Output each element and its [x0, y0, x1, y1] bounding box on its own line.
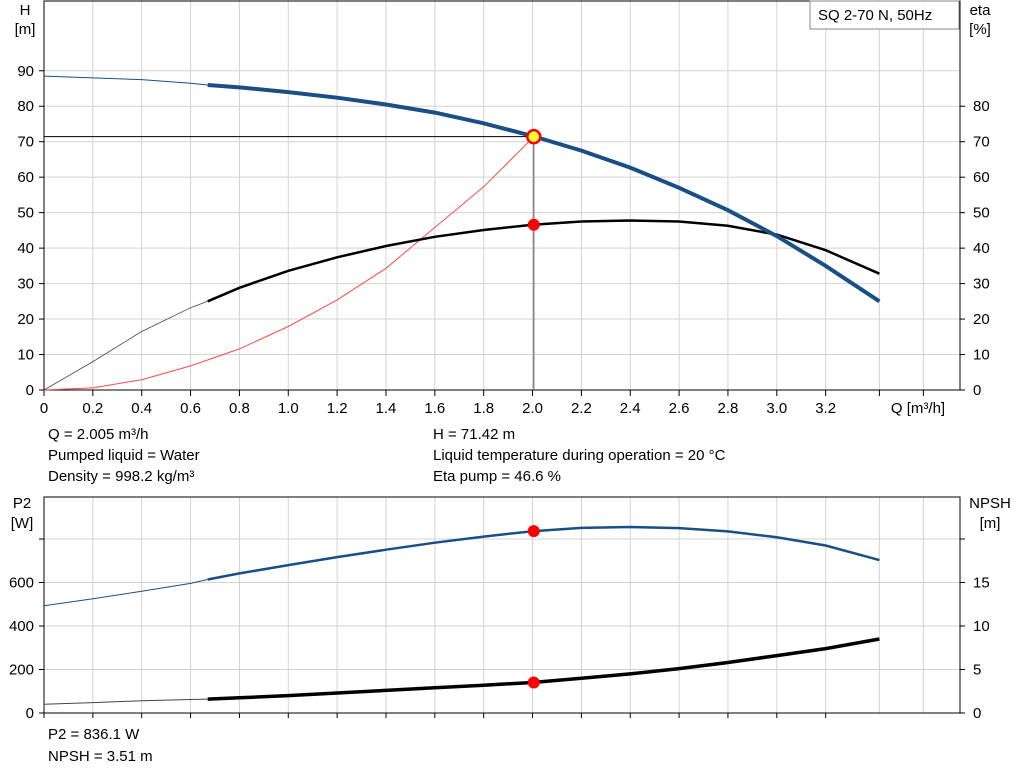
y-left-tick-label: 0	[26, 382, 34, 399]
y-right-tick-label: 0	[973, 705, 981, 722]
head-curve	[207, 83, 881, 303]
y-right-tick-label: 10	[973, 618, 990, 635]
y-right-tick-label: 15	[973, 575, 990, 592]
head-curve-extension	[43, 75, 208, 86]
y-right-tick-label: 80	[973, 98, 990, 115]
x-tick-label: 2.2	[571, 400, 592, 417]
x-tick-label: 2.4	[620, 400, 641, 417]
x-tick-label: 3.2	[815, 400, 836, 417]
plot-frame	[43, 0, 961, 391]
y-right-axis-label: NPSH	[969, 495, 1011, 512]
npsh-duty-marker	[527, 676, 540, 689]
power-curve	[207, 525, 880, 581]
plot-frame	[43, 496, 961, 714]
x-tick-label: 0.6	[180, 400, 201, 417]
system-curve	[43, 136, 535, 391]
power-curve-extension	[43, 579, 208, 607]
y-left-tick-label: 400	[9, 618, 34, 635]
head-duty-marker	[526, 128, 542, 145]
y-left-tick-label: 10	[17, 347, 34, 364]
power-npsh-chart: 0 200 400 600 0 5 10 15 P2 [W] NPSH [m]	[9, 495, 1011, 722]
y-left-tick-label: 40	[17, 240, 34, 257]
y-right-tick-label: 0	[973, 382, 981, 399]
x-tick-label: 0	[40, 400, 48, 417]
x-tick-label: 2.6	[669, 400, 690, 417]
y-left-axis-unit: [W]	[11, 515, 34, 532]
y-left-tick-label: 90	[17, 63, 34, 80]
y-right-axis-unit: [m]	[980, 515, 1001, 532]
x-tick-label: 0.2	[82, 400, 103, 417]
y-right-tick-label: 10	[973, 347, 990, 364]
x-tick-label: 1.2	[327, 400, 348, 417]
y-right-tick-label: 30	[973, 276, 990, 293]
y-left-axis-label: H	[20, 2, 31, 19]
y-right-tick-label: 50	[973, 205, 990, 222]
duty-power-text: P2 = 836.1 W	[48, 726, 140, 743]
y-left-tick-label: 80	[17, 98, 34, 115]
y-right-tick-label: 20	[973, 311, 990, 328]
npsh-curve-extension	[43, 698, 208, 705]
y-left-tick-label: 600	[9, 575, 34, 592]
duty-flow-text: Q = 2.005 m³/h	[48, 426, 149, 443]
y-right-tick-label: 70	[973, 134, 990, 151]
x-axis-label: Q [m³/h]	[891, 400, 945, 417]
y-left-tick-label: 20	[17, 311, 34, 328]
eta-curve	[207, 219, 880, 303]
head-efficiency-chart: 0 0.2 0.4 0.6 0.8 1.0 1.2 1.4 1.6 1.8 2.0 2.2 2.4 2.6…	[15, 0, 992, 417]
y-left-axis-unit: [m]	[15, 21, 36, 38]
chart-title: SQ 2-70 N, 50Hz	[818, 7, 932, 24]
y-left-tick-label: 200	[9, 662, 34, 679]
eta-curve-extension	[43, 300, 208, 391]
density-text: Density = 998.2 kg/m³	[48, 468, 195, 485]
y-left-tick-label: 50	[17, 205, 34, 222]
y-right-tick-label: 60	[973, 169, 990, 186]
x-tick-label: 2.8	[718, 400, 739, 417]
y-right-axis-unit: [%]	[969, 21, 991, 38]
y-left-axis-label: P2	[13, 495, 31, 512]
y-left-tick-label: 30	[17, 276, 34, 293]
duty-head-text: H = 71.42 m	[433, 426, 516, 443]
x-tick-label: 1.0	[278, 400, 299, 417]
eta-pump-text: Eta pump = 46.6 %	[433, 468, 561, 485]
x-tick-label: 1.8	[473, 400, 494, 417]
y-right-tick-label: 40	[973, 240, 990, 257]
y-left-tick-label: 60	[17, 169, 34, 186]
power-duty-marker	[527, 525, 540, 538]
liquid-temperature-text: Liquid temperature during operation = 20…	[433, 447, 726, 464]
y-left-tick-label: 70	[17, 134, 34, 151]
x-tick-label: 0.8	[229, 400, 250, 417]
x-tick-label: 1.6	[424, 400, 445, 417]
y-right-axis-label: eta	[970, 2, 992, 19]
y-left-tick-label: 0	[26, 705, 34, 722]
x-tick-label: 0.4	[131, 400, 152, 417]
x-tick-label: 2.0	[522, 400, 543, 417]
x-tick-label: 3.0	[766, 400, 787, 417]
x-tick-label: 1.4	[376, 400, 397, 417]
eta-duty-marker	[527, 218, 540, 231]
pumped-liquid-text: Pumped liquid = Water	[48, 447, 200, 464]
title-box	[809, 0, 960, 30]
duty-npsh-text: NPSH = 3.51 m	[48, 748, 153, 765]
y-right-tick-label: 5	[973, 662, 981, 679]
